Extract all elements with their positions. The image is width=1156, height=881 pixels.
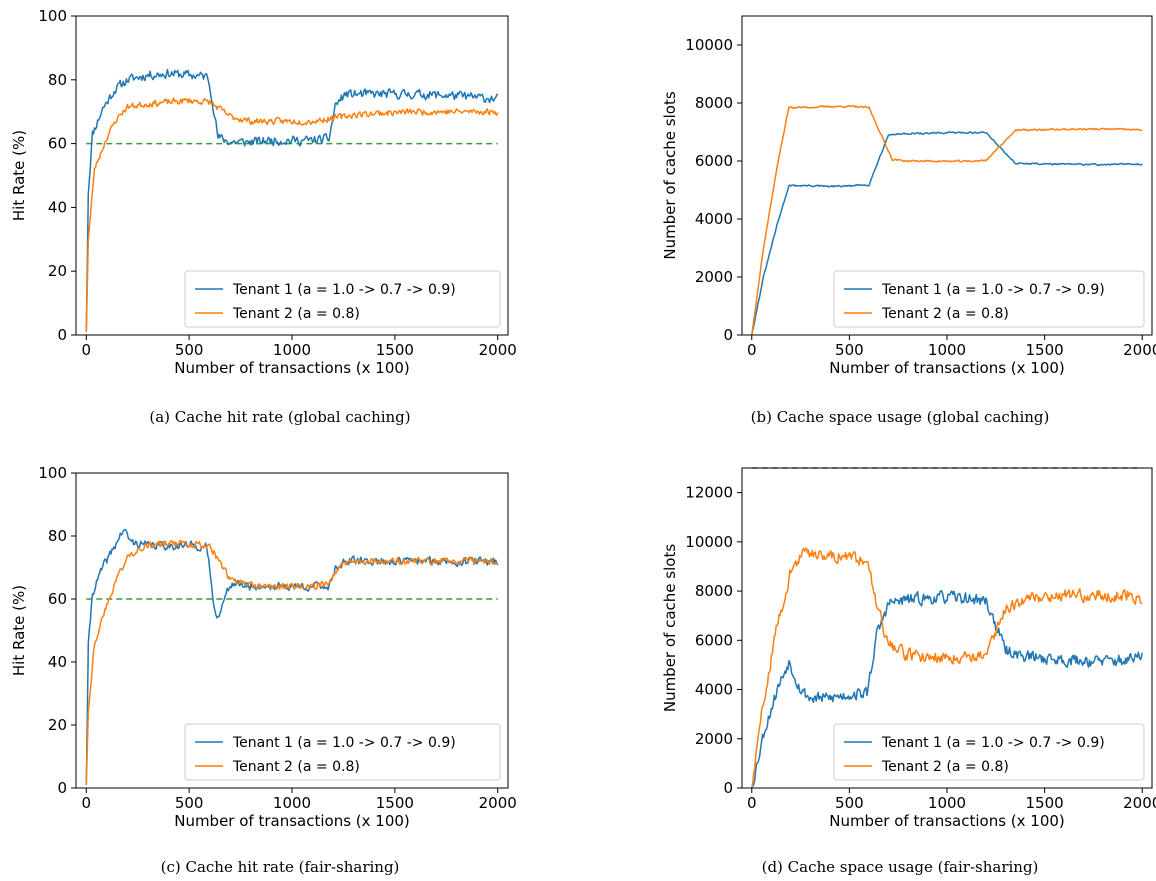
caption-a: (a) Cache hit rate (global caching) — [149, 408, 411, 426]
x-tick-label: 0 — [82, 341, 92, 359]
legend-label-2: Tenant 2 (a = 0.8) — [232, 306, 360, 322]
x-tick-label: 2000 — [1123, 794, 1156, 812]
y-tick-label: 6000 — [695, 152, 733, 170]
series-line-1 — [751, 131, 1143, 336]
chart-panel-2: 0 500 1000 1500 2000 0 20 40 60 80 100 Number of tr… — [10, 464, 517, 830]
x-tick-label: 1500 — [1026, 794, 1064, 812]
y-tick-label: 40 — [48, 653, 67, 671]
y-tick-label: 4000 — [695, 210, 733, 228]
y-tick-label: 10000 — [685, 533, 733, 551]
x-tick-label: 1500 — [1026, 341, 1064, 359]
x-tick-label: 500 — [835, 794, 864, 812]
y-tick-label: 60 — [48, 590, 67, 608]
y-tick-label: 4000 — [695, 681, 733, 699]
y-tick-label: 20 — [48, 716, 67, 734]
legend: Tenant 1 (a = 1.0 -> 0.7 -> 0.9) Tenant 2… — [184, 270, 501, 328]
y-axis-label: Hit Rate (%) — [10, 130, 28, 221]
y-axis-label: Number of cache slots — [661, 544, 679, 712]
x-tick-label: 2000 — [479, 794, 517, 812]
series-line-2 — [751, 547, 1143, 789]
legend: Tenant 1 (a = 1.0 -> 0.7 -> 0.9) Tenant 2… — [184, 723, 501, 781]
y-tick-label: 60 — [48, 135, 67, 153]
x-tick-label: 0 — [82, 794, 92, 812]
legend-label-1: Tenant 1 (a = 1.0 -> 0.7 -> 0.9) — [232, 282, 456, 298]
y-tick-label: 0 — [57, 779, 67, 797]
y-tick-label: 2000 — [695, 268, 733, 286]
y-tick-label: 6000 — [695, 631, 733, 649]
legend-label-2: Tenant 2 (a = 0.8) — [232, 759, 360, 775]
y-tick-label: 2000 — [695, 730, 733, 748]
y-tick-label: 40 — [48, 198, 67, 216]
y-tick-label: 100 — [38, 7, 67, 25]
chart-panel-1: 0 500 1000 1500 2000 0 2000 4000 6000 8000 10000 Nu… — [661, 15, 1156, 377]
y-tick-label: 0 — [723, 326, 733, 344]
y-axis-label: Number of cache slots — [661, 91, 679, 259]
caption-b: (b) Cache space usage (global caching) — [750, 408, 1050, 426]
x-tick-label: 1000 — [928, 794, 966, 812]
caption-c: (c) Cache hit rate (fair-sharing) — [160, 858, 400, 876]
series-line-1 — [751, 589, 1143, 789]
y-tick-label: 0 — [57, 326, 67, 344]
legend-label-1: Tenant 1 (a = 1.0 -> 0.7 -> 0.9) — [881, 735, 1105, 751]
legend: Tenant 1 (a = 1.0 -> 0.7 -> 0.9) Tenant 2… — [833, 723, 1145, 781]
y-tick-label: 20 — [48, 262, 67, 280]
legend-label-1: Tenant 1 (a = 1.0 -> 0.7 -> 0.9) — [232, 735, 456, 751]
y-tick-label: 8000 — [695, 582, 733, 600]
legend-box — [833, 723, 1145, 781]
y-axis-label: Hit Rate (%) — [10, 585, 28, 676]
x-tick-label: 2000 — [1123, 341, 1156, 359]
x-tick-label: 2000 — [479, 341, 517, 359]
x-tick-label: 0 — [747, 794, 757, 812]
series-line-2 — [751, 104, 1143, 336]
chart-panel-0: 0 500 1000 1500 2000 0 20 40 60 80 100 Number of tr… — [10, 7, 517, 377]
series-line-2 — [85, 539, 498, 785]
y-tick-label: 80 — [48, 527, 67, 545]
x-tick-label: 500 — [835, 341, 864, 359]
y-tick-label: 12000 — [685, 484, 733, 502]
legend-box — [833, 270, 1145, 328]
caption-d: (d) Cache space usage (fair-sharing) — [761, 858, 1039, 876]
legend-label-2: Tenant 2 (a = 0.8) — [881, 306, 1009, 322]
x-tick-label: 500 — [175, 341, 204, 359]
x-tick-label: 500 — [175, 794, 204, 812]
y-tick-label: 8000 — [695, 94, 733, 112]
y-tick-label: 100 — [38, 464, 67, 482]
x-tick-label: 1000 — [273, 794, 311, 812]
y-tick-label: 0 — [723, 779, 733, 797]
x-axis-label: Number of transactions (x 100) — [174, 359, 410, 377]
x-tick-label: 1000 — [928, 341, 966, 359]
y-tick-label: 80 — [48, 71, 67, 89]
x-tick-label: 1000 — [273, 341, 311, 359]
x-tick-label: 1500 — [376, 794, 414, 812]
legend-box — [184, 723, 501, 781]
x-axis-label: Number of transactions (x 100) — [174, 812, 410, 830]
legend: Tenant 1 (a = 1.0 -> 0.7 -> 0.9) Tenant 2… — [833, 270, 1145, 328]
series-line-2 — [85, 97, 499, 332]
legend-label-1: Tenant 1 (a = 1.0 -> 0.7 -> 0.9) — [881, 282, 1105, 298]
series-line-1 — [85, 68, 499, 332]
x-tick-label: 0 — [747, 341, 757, 359]
legend-box — [184, 270, 501, 328]
x-axis-label: Number of transactions (x 100) — [829, 359, 1065, 377]
x-axis-label: Number of transactions (x 100) — [829, 812, 1065, 830]
chart-panel-3: 0 500 1000 1500 2000 0 2000 4000 6000 8000 10000 12… — [661, 467, 1156, 830]
legend-label-2: Tenant 2 (a = 0.8) — [881, 759, 1009, 775]
x-tick-label: 1500 — [376, 341, 414, 359]
y-tick-label: 10000 — [685, 36, 733, 54]
